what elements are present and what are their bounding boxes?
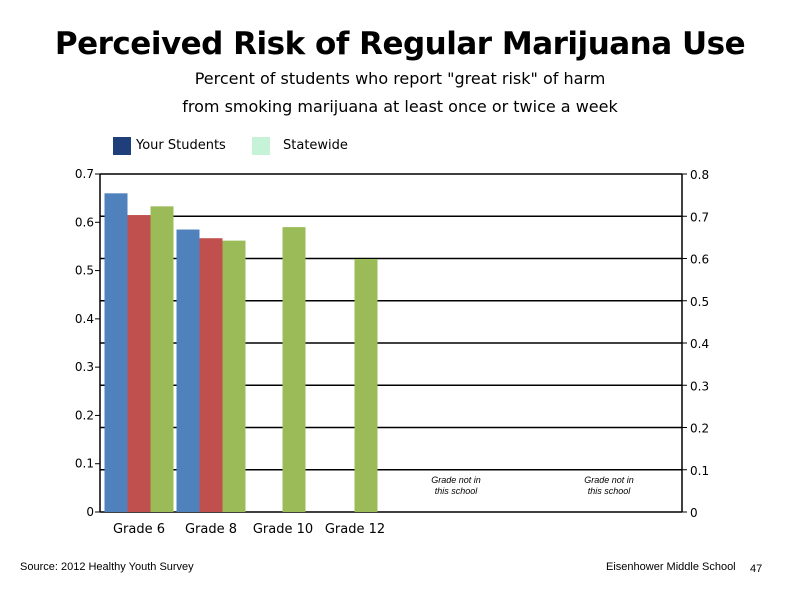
y-right-tick-label: 0.8: [690, 168, 709, 182]
legend-swatch-statewide: [252, 137, 270, 155]
x-tick-label: Grade 12: [325, 522, 385, 537]
bar: [282, 227, 306, 512]
x-tick-label: Grade 8: [185, 522, 237, 537]
y-right-tick-label: 0: [690, 506, 698, 520]
page-number: 47: [750, 563, 763, 575]
x-tick-label: Grade 6: [113, 522, 165, 537]
y-left-tick-label: 0.3: [75, 360, 94, 374]
grade-note-line1: Grade not in: [584, 475, 634, 485]
y-left-tick-label: 0.2: [75, 408, 94, 422]
grade-note-line1: Grade not in: [431, 475, 481, 485]
y-right-tick-label: 0.1: [690, 464, 709, 478]
chart-subtitle-line2: from smoking marijuana at least once or …: [182, 97, 618, 116]
y-right-tick-label: 0.3: [690, 379, 709, 393]
y-left-tick-label: 0.1: [75, 457, 94, 471]
bar: [354, 258, 378, 512]
y-right-tick-label: 0.6: [690, 253, 709, 267]
x-tick-label: Grade 10: [253, 522, 313, 537]
y-right-tick-label: 0.4: [690, 337, 709, 351]
legend-label-statewide: Statewide: [283, 138, 348, 153]
y-left-tick-label: 0.4: [75, 312, 94, 326]
y-left-tick-label: 0.6: [75, 215, 94, 229]
bar: [199, 238, 223, 512]
y-right-tick-label: 0.7: [690, 210, 709, 224]
grade-note-line2: this school: [435, 486, 479, 496]
bar: [176, 229, 200, 512]
legend-label-your-students: Your Students: [136, 138, 226, 153]
chart-subtitle-line1: Percent of students who report "great ri…: [194, 69, 606, 88]
grade-note-line2: this school: [588, 486, 632, 496]
y-left-tick-label: 0: [86, 505, 94, 519]
legend-swatch-your-students: [113, 137, 131, 155]
bar: [150, 206, 174, 512]
chart-title: Perceived Risk of Regular Marijuana Use: [54, 26, 746, 62]
school-name: Eisenhower Middle School: [606, 561, 736, 573]
y-left-tick-label: 0.5: [75, 264, 94, 278]
y-right-tick-label: 0.5: [690, 295, 709, 309]
bar: [127, 215, 151, 513]
y-left-tick-label: 0.7: [75, 167, 94, 181]
bar: [222, 240, 246, 513]
bar: [104, 193, 128, 513]
y-right-tick-label: 0.2: [690, 422, 709, 436]
source-note: Source: 2012 Healthy Youth Survey: [20, 561, 194, 573]
